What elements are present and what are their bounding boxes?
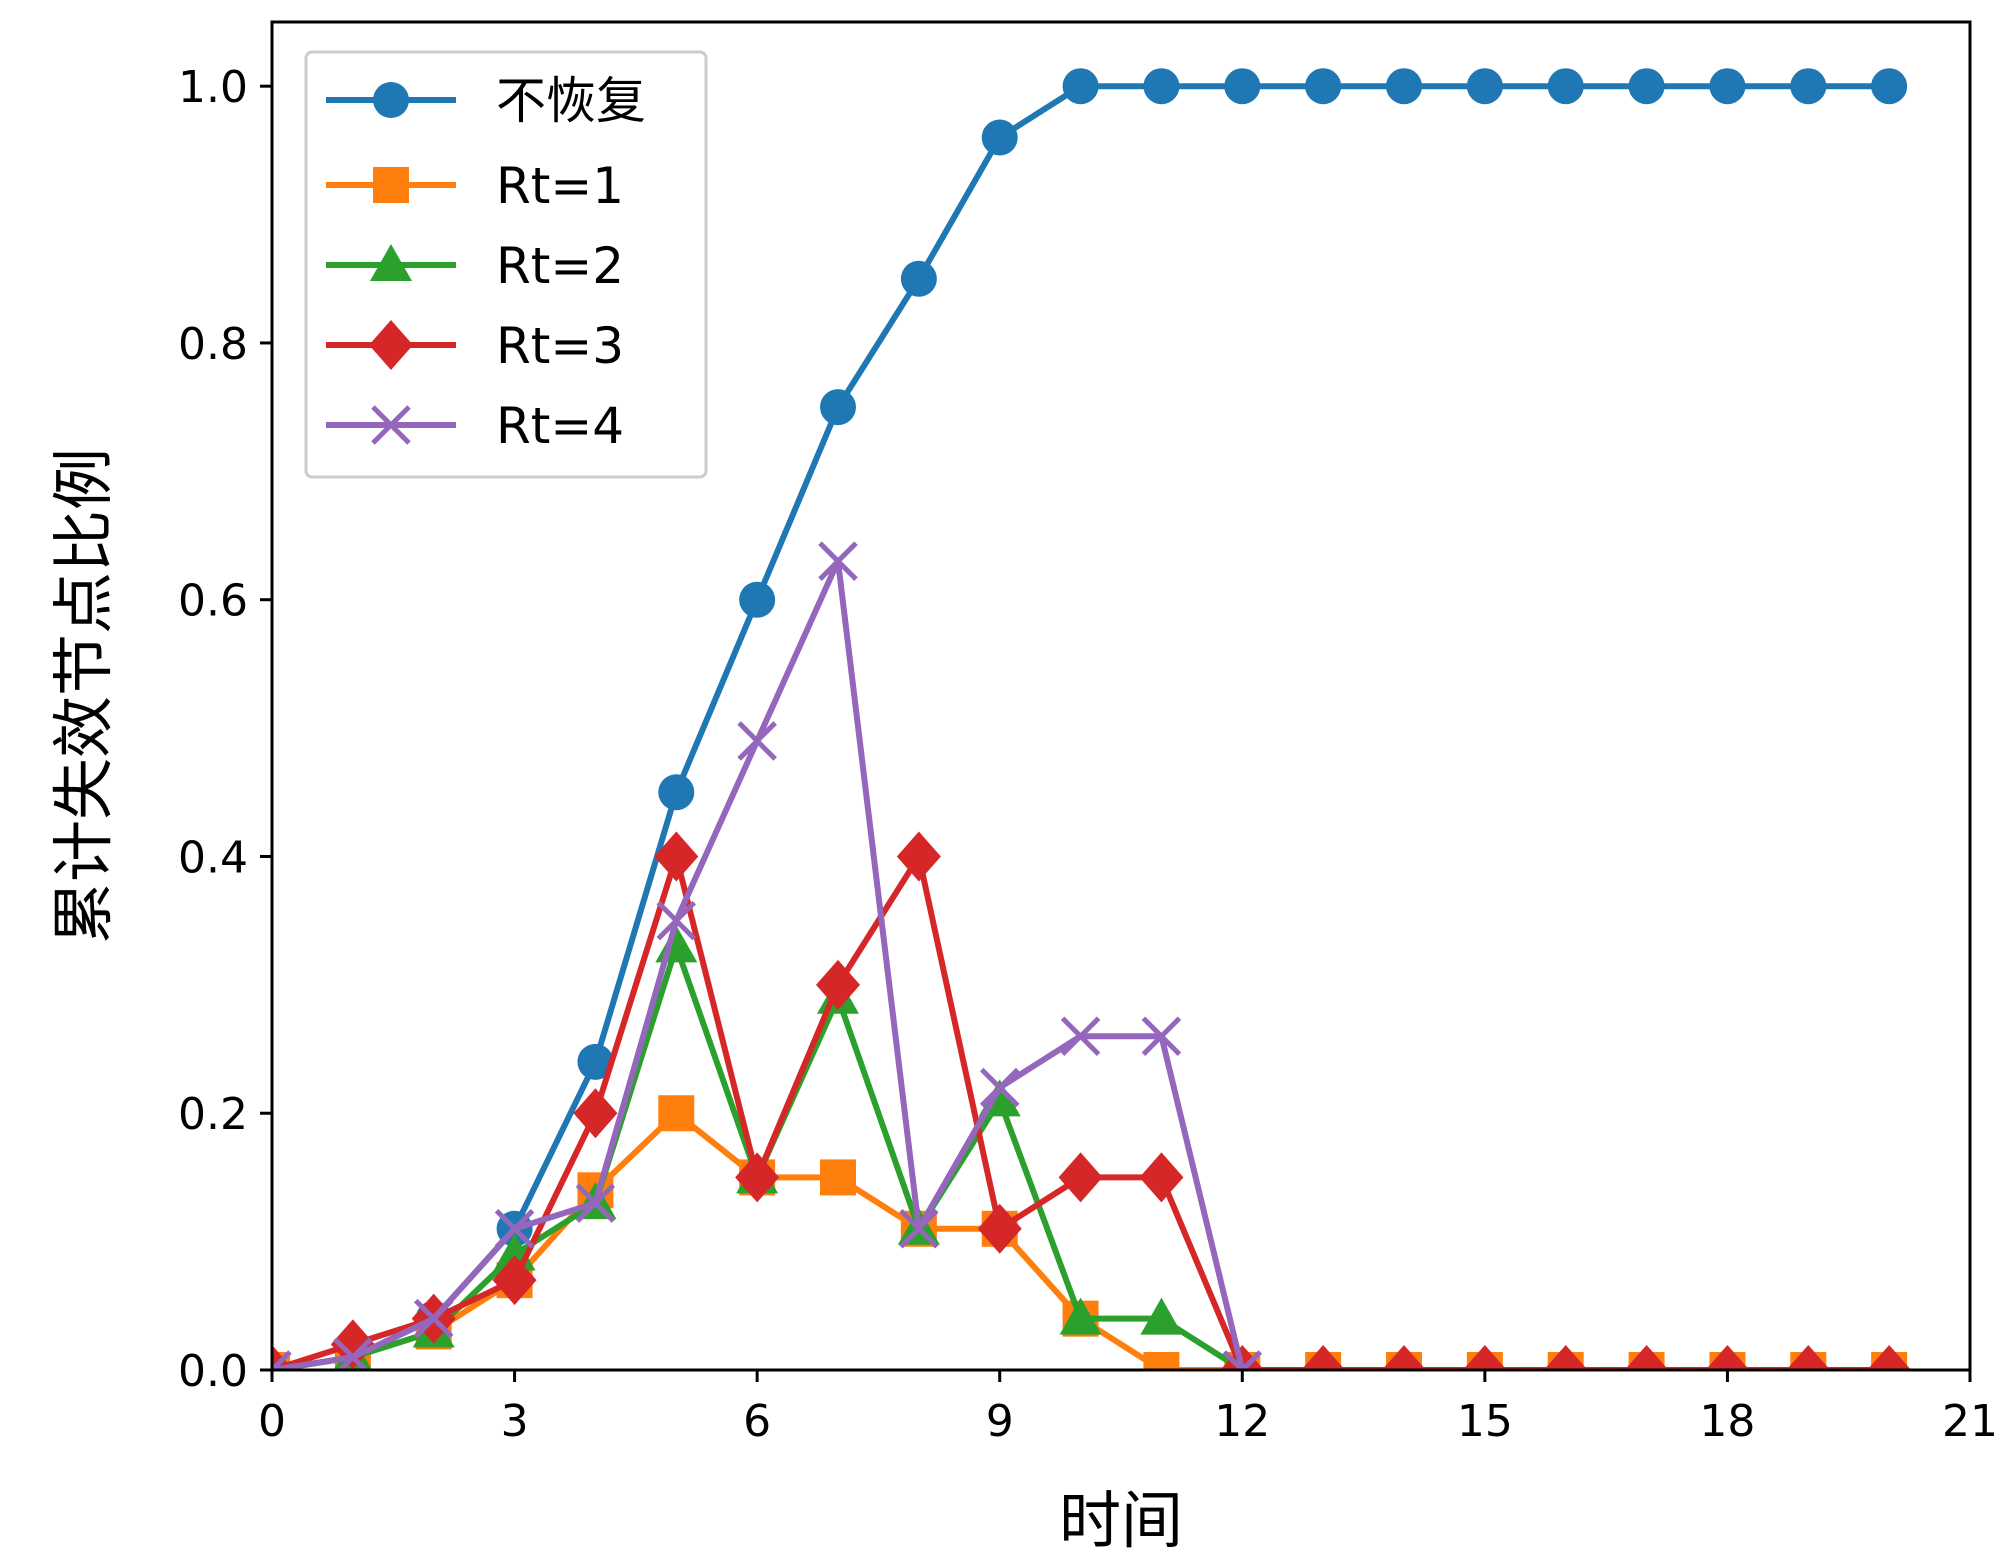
data-point-s1-11 [1143, 1352, 1180, 1370]
data-point-s4-6 [737, 721, 777, 761]
legend-item-0: 不恢复 [326, 72, 646, 130]
data-point-s0-6 [739, 581, 776, 618]
data-point-s4-3 [494, 1209, 535, 1249]
data-point-s3-14 [1382, 1345, 1426, 1370]
data-point-s3-11 [1139, 1152, 1184, 1203]
series-line-4 [272, 558, 1246, 1370]
data-point-s1-7 [820, 1159, 856, 1196]
data-point-s0-16 [1547, 68, 1584, 105]
data-point-s3-18 [1705, 1345, 1750, 1370]
data-point-s3-7 [816, 959, 860, 1010]
data-point-s3-13 [1301, 1345, 1346, 1370]
y-tick-label-4: 0.8 [178, 319, 248, 370]
data-point-s0-19 [1790, 68, 1827, 105]
y-tick-label-5: 1.0 [178, 62, 248, 113]
data-point-s3-16 [1543, 1345, 1588, 1370]
data-point-s4-5 [656, 900, 697, 941]
data-point-s0-7 [820, 389, 856, 426]
data-point-s0-13 [1305, 68, 1342, 105]
legend-marker-0 [373, 82, 409, 118]
data-point-s4-10 [1060, 1016, 1101, 1056]
legend: 不恢复 Rt=1 Rt=2 Rt=3 Rt=4 [304, 50, 708, 479]
x-tick-label-3: 9 [986, 1396, 1014, 1447]
legend-item-1: Rt=1 [326, 157, 624, 215]
data-point-s0-18 [1709, 68, 1746, 105]
data-point-s2-10 [1059, 1297, 1102, 1335]
legend-label-4: Rt=4 [496, 397, 624, 455]
legend-item-3: Rt=3 [326, 317, 624, 375]
data-point-s0-10 [1062, 68, 1099, 105]
plot-frame [270, 20, 1972, 1372]
legend-label-0: 不恢复 [496, 72, 646, 130]
data-point-s4-0 [272, 1350, 292, 1370]
data-point-s3-15 [1462, 1345, 1507, 1370]
data-point-s3-10 [1058, 1152, 1103, 1203]
data-point-s4-8 [899, 1209, 939, 1249]
legend-item-2: Rt=2 [326, 237, 624, 295]
data-point-s3-4 [573, 1088, 618, 1139]
data-point-s3-19 [1786, 1345, 1831, 1370]
data-point-s3-6 [735, 1152, 780, 1203]
legend-box [304, 50, 708, 479]
x-tick-label-1: 3 [501, 1396, 529, 1447]
data-point-s2-11 [1140, 1297, 1183, 1335]
data-point-s4-7 [818, 541, 858, 581]
y-tick-label-2: 0.4 [178, 832, 248, 883]
legend-label-1: Rt=1 [496, 157, 624, 215]
y-tick-label-3: 0.6 [178, 576, 248, 627]
x-tick-label-7: 21 [1942, 1396, 1998, 1447]
data-point-s0-14 [1386, 68, 1422, 105]
data-point-s0-17 [1628, 68, 1665, 105]
y-tick-label-1: 0.2 [178, 1089, 248, 1140]
data-point-s0-12 [1224, 68, 1261, 105]
data-point-s4-2 [413, 1298, 454, 1339]
series-3 [272, 831, 1912, 1370]
data-point-s4-9 [979, 1067, 1020, 1108]
series-4 [272, 541, 1263, 1370]
x-tick-label-6: 18 [1699, 1396, 1755, 1447]
data-point-s0-8 [900, 260, 937, 297]
data-point-s0-11 [1143, 68, 1180, 105]
y-axis-label: 累计失效节点比例 [47, 448, 120, 944]
legend-label-2: Rt=2 [496, 237, 624, 295]
data-point-s0-15 [1466, 68, 1503, 105]
data-point-s0-9 [981, 119, 1018, 156]
data-point-s4-11 [1141, 1016, 1182, 1056]
data-point-s3-9 [977, 1203, 1022, 1254]
data-point-s3-3 [492, 1255, 537, 1306]
legend-label-3: Rt=3 [496, 317, 624, 375]
y-tick-label-0: 0.0 [178, 1346, 248, 1397]
x-tick-label-4: 12 [1214, 1396, 1270, 1447]
data-point-s3-8 [896, 831, 941, 882]
legend-item-4: Rt=4 [326, 397, 624, 455]
legend-marker-3 [369, 320, 413, 370]
data-point-s3-5 [654, 831, 699, 882]
legend-marker-4 [371, 405, 411, 445]
data-point-s4-4 [575, 1183, 616, 1223]
data-point-s3-20 [1867, 1345, 1912, 1370]
data-point-s3-17 [1624, 1345, 1669, 1370]
data-point-s0-20 [1871, 68, 1908, 105]
x-tick-label-5: 15 [1457, 1396, 1513, 1447]
axes: 0 3 6 9 12 15 18 21 0.0 0.2 0.4 0.6 0.8 1.0 [178, 20, 1998, 1447]
legend-marker-1 [373, 167, 409, 203]
legend-marker-2 [370, 244, 412, 281]
x-tick-label-2: 6 [743, 1396, 771, 1447]
x-tick-label-0: 0 [258, 1396, 286, 1447]
data-point-s4-12 [1222, 1350, 1263, 1370]
x-axis-label: 时间 [1059, 1484, 1183, 1555]
data-point-s1-5 [658, 1095, 695, 1132]
data-point-s0-4 [577, 1043, 614, 1080]
data-point-s0-5 [658, 774, 695, 811]
